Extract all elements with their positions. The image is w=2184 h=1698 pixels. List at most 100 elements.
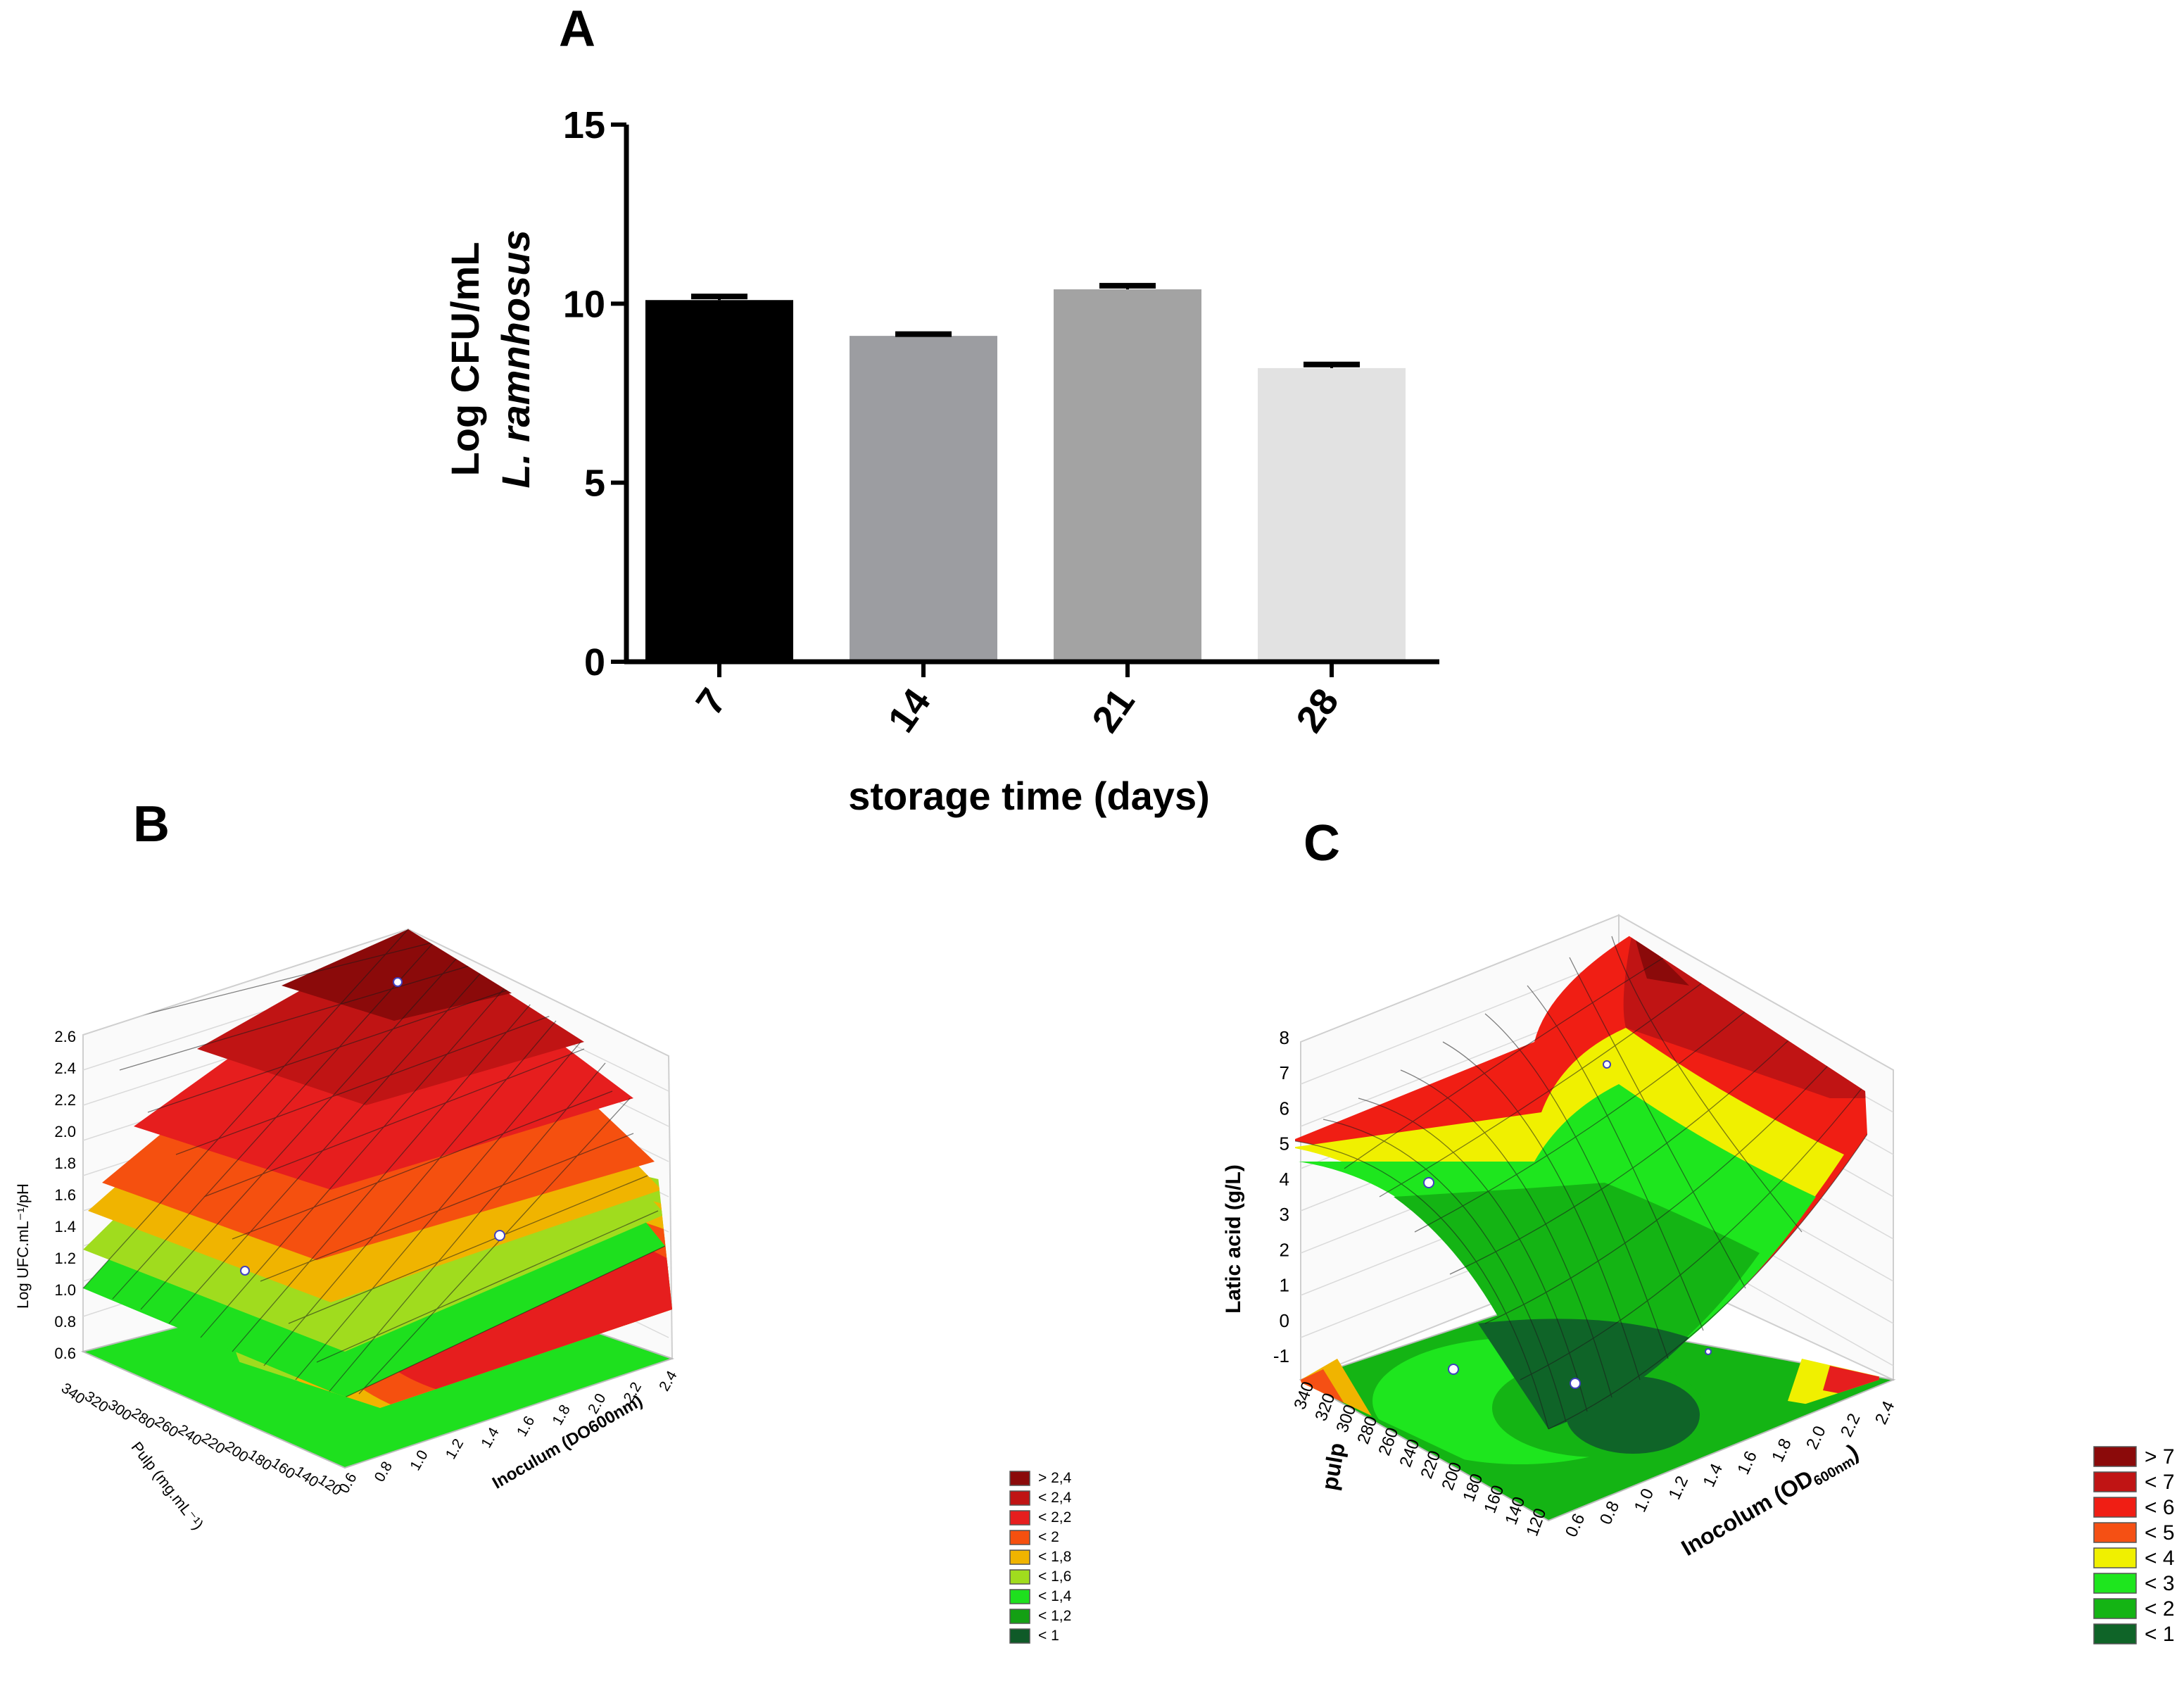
data-point <box>1603 1060 1611 1069</box>
x-tick-label: 2.0 <box>1803 1423 1830 1453</box>
legend-b-swatch <box>1009 1549 1030 1565</box>
legend-c-swatch <box>2093 1573 2137 1594</box>
x-tick-label: 1.6 <box>514 1414 538 1440</box>
bar-7 <box>645 300 793 662</box>
legend-b-swatch <box>1009 1569 1030 1585</box>
x-tick-label: 0.6 <box>1562 1511 1589 1540</box>
z-tick-label: 2.0 <box>54 1123 76 1140</box>
z-tick-label: 2 <box>1280 1239 1289 1260</box>
legend-c-swatch <box>2093 1522 2137 1543</box>
surface-chart-b: 2.62.42.22.01.81.61.41.21.00.80.6 340320… <box>14 928 1072 1644</box>
mesh-lines <box>82 929 666 1398</box>
z-tick-label: 7 <box>1280 1062 1289 1083</box>
legend-b-swatch <box>1009 1510 1030 1526</box>
legend-c-label: < 2 <box>2145 1597 2175 1621</box>
x-tick-label: 1.8 <box>1768 1435 1795 1465</box>
legend-c: > 7< 7< 6< 5< 4< 3< 2< 1 <box>2093 1445 2175 1646</box>
legend-b-label: < 1,6 <box>1038 1568 1071 1585</box>
z-tick-label: 6 <box>1280 1098 1289 1119</box>
legend-c-label: < 3 <box>2145 1572 2175 1595</box>
surface-band <box>282 929 514 1021</box>
y-axis-title-line1: Log CFU/mL <box>443 242 487 477</box>
z-tick-label: 1.2 <box>54 1250 76 1267</box>
z-tick-label: 4 <box>1280 1169 1289 1190</box>
z-tick-label: 5 <box>1280 1133 1289 1155</box>
y-ticks-group: 0 5 10 15 <box>563 104 626 684</box>
x-tick-label: 1.2 <box>1665 1473 1693 1503</box>
data-point <box>1448 1364 1459 1375</box>
z-ticks-group: 2.6 2.4 2.2 2.0 1.8 1.6 1.4 1.2 1.0 0.8 0.6 <box>54 1028 76 1362</box>
z-tick-label: 8 <box>1280 1027 1289 1048</box>
z-tick-label: 1.0 <box>54 1281 76 1299</box>
legend-c-swatch <box>2093 1623 2137 1644</box>
panel-c-letter: C <box>1304 815 1340 872</box>
legend-c-swatch <box>2093 1598 2137 1619</box>
surface-mesh <box>1295 929 1879 1430</box>
legend-c-label: < 1 <box>2145 1623 2175 1646</box>
legend-b-label: < 1,4 <box>1038 1588 1072 1604</box>
data-point <box>240 1266 250 1276</box>
data-point <box>1705 1348 1712 1355</box>
legend-b-label: < 2,4 <box>1038 1490 1072 1506</box>
x-tick-label: 2.2 <box>1837 1411 1864 1440</box>
y-tick-label: 5 <box>584 463 605 505</box>
data-point <box>1570 1378 1581 1389</box>
surface-mesh <box>82 929 666 1398</box>
legend-b: > 2,4 < 2,4 < 2,2 < 2 < 1,8 < 1,6 < 1,4 < 1,2 < … <box>1009 1470 1072 1644</box>
legend-c-label: < 5 <box>2145 1521 2175 1545</box>
data-point <box>393 977 403 987</box>
y-tick-label: 10 <box>563 283 605 325</box>
z-tick-label: 2.2 <box>54 1091 76 1109</box>
surface-band <box>1478 1319 1689 1429</box>
legend-b-swatch <box>1009 1471 1030 1486</box>
panel-a-letter: A <box>559 1 595 57</box>
legend-b-label: < 1,8 <box>1038 1549 1071 1565</box>
z-ticks-group: 8 7 6 5 4 3 2 1 0 -1 <box>1273 1027 1289 1366</box>
x-tick-label: 21 <box>1084 681 1143 740</box>
x-axis-title: storage time (days) <box>848 774 1210 818</box>
legend-b-label: < 1,2 <box>1038 1608 1071 1624</box>
legend-b-swatch <box>1009 1628 1030 1644</box>
z-tick-label: 1.8 <box>54 1155 76 1172</box>
x-tick-label: 1.4 <box>478 1425 503 1451</box>
surface-band <box>1394 1183 1760 1429</box>
z-axis-title: Log UFC.mL⁻¹/pH <box>14 1183 32 1309</box>
y-tick-label: 0 <box>584 641 605 684</box>
legend-b-swatch <box>1009 1609 1030 1624</box>
y-tick-label: 340 <box>58 1380 88 1407</box>
bar-14 <box>850 336 997 662</box>
x-tick-label: 28 <box>1288 681 1347 740</box>
x-tick-label: 2.4 <box>1871 1398 1899 1428</box>
z-tick-label: 1 <box>1280 1275 1289 1296</box>
legend-b-label: < 1 <box>1038 1628 1059 1644</box>
legend-c-swatch <box>2093 1446 2137 1467</box>
x-tick-label: 1.0 <box>407 1447 431 1473</box>
legend-b-label: < 2 <box>1038 1529 1059 1545</box>
y-axis-title: Pulp (mg.mL⁻¹) <box>128 1438 208 1533</box>
legend-c-swatch <box>2093 1547 2137 1568</box>
x-tick-label: 1.4 <box>1699 1461 1727 1490</box>
x-tick-label: 0.8 <box>1596 1498 1624 1528</box>
x-ticks-group: 7 14 21 28 <box>688 662 1347 740</box>
legend-c-swatch <box>2093 1497 2137 1518</box>
y-axis-title-line2: L. ramnhosus <box>493 229 538 488</box>
bars-group <box>645 289 1406 662</box>
legend-c-label: < 6 <box>2145 1496 2175 1519</box>
x-tick-label: 14 <box>880 681 939 740</box>
bar-28 <box>1258 367 1406 662</box>
x-tick-label: 1.0 <box>1631 1485 1658 1515</box>
legend-c-label: > 7 <box>2145 1445 2175 1469</box>
z-tick-label: 2.6 <box>54 1028 76 1045</box>
z-tick-label: 0 <box>1280 1310 1289 1331</box>
mesh-lines <box>1295 936 1879 1430</box>
z-tick-label: 1.6 <box>54 1186 76 1204</box>
z-tick-label: 1.4 <box>54 1218 76 1235</box>
legend-c-swatch <box>2093 1471 2137 1492</box>
z-axis-title: Latic acid (g/L) <box>1222 1164 1245 1314</box>
legend-b-label: < 2,2 <box>1038 1509 1071 1526</box>
x-tick-label: 1.8 <box>549 1402 574 1428</box>
z-tick-label: 3 <box>1280 1204 1289 1225</box>
